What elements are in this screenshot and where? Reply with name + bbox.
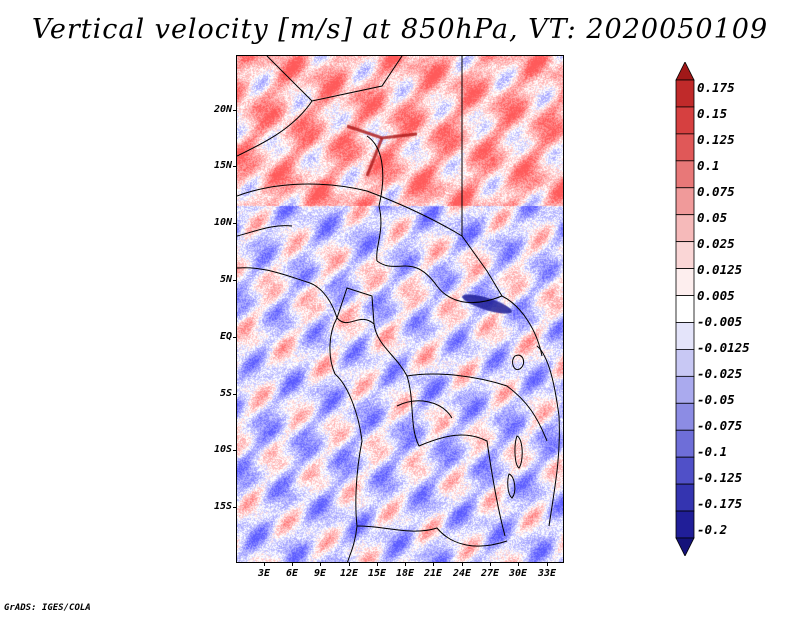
lon-tick [264,562,265,566]
colorbar-bin [675,106,695,135]
lake [514,435,523,469]
colorbar-bin [675,510,695,539]
lon-label-9e: 9E [313,568,327,579]
lon-label-15e: 15E [367,568,387,579]
border [418,434,506,537]
lat-label-5s: 5S [219,388,232,399]
lat-tick [233,394,237,395]
colorbar-bin [675,295,695,323]
lat-label-10n: 10N [213,217,232,228]
vertical-velocity-field [237,56,563,562]
colorbar-label: 0.025 [697,236,735,251]
colorbar-top-arrow [675,62,695,81]
map-plot-area[interactable] [236,55,564,563]
colorbar-bin [675,456,695,485]
colorbar-bin [675,214,695,243]
colorbar-bin [675,133,695,162]
border [336,287,375,325]
lat-tick [233,110,237,111]
colorbar-bottom-arrow [675,537,695,556]
coastline [237,267,363,562]
software-credit: GrADS: IGES/COLA [4,603,91,613]
border [366,135,384,262]
lake [512,354,525,370]
lon-label-6e: 6E [285,568,299,579]
border [406,373,548,442]
border [461,56,503,297]
colorbar-label: -0.075 [697,418,743,433]
lon-label-30e: 30E [508,568,528,579]
lon-label-18e: 18E [395,568,415,579]
lat-tick [233,450,237,451]
colorbar-bin [675,483,695,512]
lake [507,473,516,499]
lon-label-33e: 33E [537,568,557,579]
lon-label-3e: 3E [257,568,271,579]
lon-tick [433,562,434,566]
lat-label-15n: 15N [213,160,232,171]
lat-tick [233,337,237,338]
lon-tick [490,562,491,566]
lon-tick [462,562,463,566]
colorbar-bin [675,79,695,108]
colorbar-label: -0.1 [697,444,728,459]
border [396,400,453,419]
colorbar-label: -0.125 [697,470,743,485]
colorbar-bin [675,187,695,216]
lon-tick [349,562,350,566]
border [336,317,420,447]
lat-label-10s: 10S [213,444,232,455]
lon-label-21e: 21E [423,568,443,579]
lon-tick [405,562,406,566]
border [266,56,403,102]
colorbar-label: 0.005 [697,288,735,303]
lat-tick [233,507,237,508]
lon-tick [547,562,548,566]
colorbar-bin [675,375,695,404]
border [356,525,508,547]
colorbar-bin [675,241,695,269]
border [237,183,463,237]
colorbar-label: 0.175 [697,80,735,95]
lon-tick [292,562,293,566]
colorbar-label: 0.15 [697,106,728,121]
colorbar-label: 0.125 [697,132,735,147]
colorbar-label: -0.05 [697,392,735,407]
coastline-east [536,345,560,527]
colorbar-bin [675,322,695,350]
colorbar-label: 0.05 [697,210,728,225]
lat-tick [233,223,237,224]
colorbar-bin [675,160,695,189]
lat-label-eq: EQ [219,331,232,342]
border [376,260,543,357]
colorbar-label: -0.2 [697,522,728,537]
lon-tick [377,562,378,566]
lat-tick [233,280,237,281]
border [237,225,293,237]
colorbar-bin [675,402,695,431]
lat-label-20n: 20N [213,104,232,115]
country-borders-overlay [237,56,560,562]
colorbar-label: 0.1 [697,158,720,173]
lat-tick [233,166,237,167]
border [237,100,313,157]
colorbar [675,62,695,556]
colorbar-bin [675,429,695,458]
colorbar-label: -0.0125 [697,340,750,355]
lon-label-12e: 12E [339,568,359,579]
colorbar-bin [675,349,695,377]
colorbar-label: -0.175 [697,496,743,511]
colorbar-label: -0.025 [697,366,743,381]
colorbar-bin [675,268,695,296]
colorbar-label: -0.005 [697,314,743,329]
lon-tick [320,562,321,566]
colorbar-label: 0.075 [697,184,735,199]
lat-label-5n: 5N [219,274,232,285]
lat-label-15s: 15S [213,501,232,512]
lon-label-24e: 24E [452,568,472,579]
lon-tick [518,562,519,566]
lon-label-27e: 27E [480,568,500,579]
colorbar-label: 0.0125 [697,262,743,277]
map-title: Vertical velocity [m/s] at 850hPa, VT: 2… [31,14,769,45]
